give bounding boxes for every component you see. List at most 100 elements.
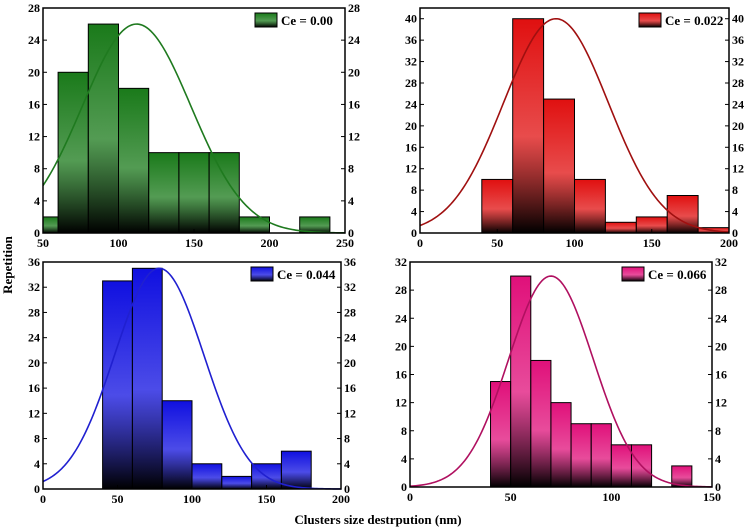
y-tick-label-right: 16 — [732, 140, 744, 154]
y-tick-label-right: 36 — [344, 255, 356, 269]
y-tick-label-left: 12 — [28, 130, 40, 144]
histogram-bar-50-60 — [42, 216, 59, 234]
legend-label: Ce = 0.022 — [665, 13, 723, 28]
y-tick-label-left: 0 — [411, 226, 417, 240]
y-tick-label-left: 4 — [34, 194, 40, 208]
y-tick-label-right: 24 — [344, 331, 356, 345]
y-tick-label-left: 20 — [28, 65, 40, 79]
x-tick-label: 50 — [505, 490, 517, 504]
gaussian-fit-curve — [42, 23, 346, 234]
histogram-bar-160-180 — [208, 152, 240, 234]
y-tick-label-left: 40 — [405, 12, 417, 26]
histogram-bar-120-140 — [604, 221, 637, 234]
x-axis-title: Clusters size destrpution (nm) — [294, 512, 461, 527]
gaussian-fit-curve — [409, 275, 713, 488]
y-tick-label-left: 12 — [395, 396, 407, 410]
x-tick-label: 250 — [336, 236, 354, 250]
x-tick-label: 150 — [185, 236, 203, 250]
y-tick-label-left: 28 — [28, 305, 40, 319]
y-tick-label-left: 20 — [28, 356, 40, 370]
y-tick-label-left: 16 — [28, 97, 40, 111]
x-tick-label: 0 — [417, 236, 423, 250]
y-tick-label-right: 16 — [348, 97, 360, 111]
x-tick-label: 150 — [703, 490, 721, 504]
y-tick-label-right: 0 — [715, 480, 721, 494]
y-tick-label-left: 0 — [401, 480, 407, 494]
x-tick-label: 100 — [602, 490, 620, 504]
y-tick-label-right: 12 — [344, 406, 356, 420]
y-tick-label-left: 12 — [405, 162, 417, 176]
x-tick-label: 200 — [261, 236, 279, 250]
histogram-bar-70-80 — [550, 402, 572, 488]
y-tick-label-left: 4 — [411, 205, 417, 219]
histogram-bar-60-80 — [131, 267, 163, 490]
y-tick-label-left: 12 — [28, 406, 40, 420]
y-tick-label-right: 36 — [732, 33, 744, 47]
legend-swatch — [250, 266, 274, 282]
y-axis-title: Repetition — [0, 235, 15, 294]
x-tick-label: 0 — [407, 490, 413, 504]
histogram-bar-80-100 — [543, 98, 575, 234]
y-tick-label-left: 0 — [34, 226, 40, 240]
y-tick-label-left: 20 — [395, 339, 407, 353]
histogram-bar-80-100 — [87, 23, 120, 234]
y-tick-label-right: 16 — [344, 381, 356, 395]
legend-label: Ce = 0.066 — [648, 267, 707, 282]
histogram-bar-90-100 — [590, 423, 612, 488]
y-tick-label-right: 8 — [348, 162, 354, 176]
y-tick-label-right: 32 — [715, 255, 727, 269]
histogram-bar-40-50 — [490, 381, 512, 488]
histogram-bar-60-80 — [57, 71, 89, 234]
histogram-bar-60-80 — [512, 18, 545, 234]
y-tick-label-right: 20 — [344, 356, 356, 370]
histogram-bar-140-160 — [178, 152, 210, 234]
y-tick-label-left: 28 — [405, 76, 417, 90]
y-tick-label-left: 24 — [28, 331, 40, 345]
y-tick-label-left: 4 — [34, 457, 40, 471]
gaussian-fit-curve — [419, 17, 730, 233]
y-tick-label-right: 4 — [344, 457, 350, 471]
histogram-bar-60-70 — [530, 359, 552, 488]
y-tick-label-right: 12 — [715, 396, 727, 410]
y-tick-label-right: 12 — [732, 162, 744, 176]
y-tick-label-left: 32 — [28, 280, 40, 294]
legend-swatch — [621, 266, 645, 282]
histogram-bar-80-100 — [161, 400, 193, 490]
y-tick-label-left: 36 — [28, 255, 40, 269]
y-tick-label-left: 20 — [405, 119, 417, 133]
gaussian-fit-curve — [42, 267, 342, 490]
y-tick-label-right: 24 — [715, 311, 727, 325]
y-tick-label-right: 12 — [348, 130, 360, 144]
y-tick-label-left: 8 — [401, 424, 407, 438]
x-tick-label: 100 — [566, 236, 584, 250]
y-tick-label-left: 32 — [395, 255, 407, 269]
legend-label: Ce = 0.044 — [277, 267, 336, 282]
histogram-bar-160-180 — [280, 450, 312, 490]
y-tick-label-right: 28 — [715, 283, 727, 297]
y-tick-label-left: 32 — [405, 55, 417, 69]
y-tick-label-left: 8 — [411, 183, 417, 197]
y-tick-label-left: 24 — [395, 311, 407, 325]
histogram-bar-100-120 — [574, 178, 606, 234]
y-tick-label-right: 28 — [732, 76, 744, 90]
y-tick-label-right: 20 — [715, 339, 727, 353]
legend-swatch — [638, 12, 662, 28]
histogram-bar-100-120 — [191, 463, 223, 490]
y-tick-label-left: 24 — [28, 33, 40, 47]
y-tick-label-right: 24 — [348, 33, 360, 47]
y-tick-label-right: 32 — [344, 280, 356, 294]
y-tick-label-right: 40 — [732, 12, 744, 26]
x-tick-label: 100 — [110, 236, 128, 250]
histogram-bar-50-60 — [510, 275, 532, 488]
histogram-bar-40-60 — [102, 280, 133, 490]
x-tick-label: 50 — [491, 236, 503, 250]
y-tick-label-left: 0 — [34, 482, 40, 496]
histogram-bar-120-140 — [148, 152, 180, 234]
x-tick-label: 100 — [183, 492, 201, 506]
x-tick-label: 0 — [40, 492, 46, 506]
x-tick-label: 50 — [112, 492, 124, 506]
